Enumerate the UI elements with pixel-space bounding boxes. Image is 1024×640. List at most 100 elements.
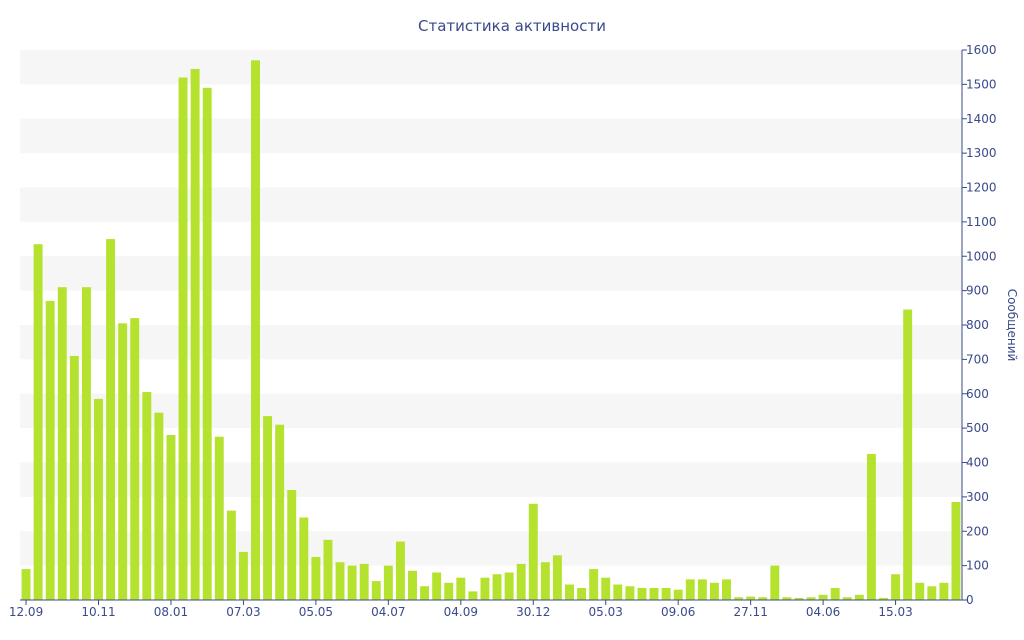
x-tick-label: 07.03 — [226, 605, 260, 619]
bar — [722, 579, 731, 601]
y-tick-label: 1400 — [966, 112, 997, 126]
bar — [806, 597, 816, 600]
bar — [782, 597, 792, 600]
x-axis-ticks: 12.09 10.11 08.01 07.03 05.05 04.07 04.09 30.12… — [9, 600, 913, 619]
bar — [190, 68, 200, 600]
bar — [540, 562, 550, 600]
bar — [565, 584, 574, 600]
y-axis-title: Сообщений — [1005, 289, 1019, 362]
bar — [661, 587, 671, 600]
bar — [118, 323, 128, 600]
y-tick-label: 400 — [966, 456, 989, 470]
y-tick-label: 1600 — [966, 43, 997, 57]
bar — [818, 594, 828, 600]
y-tick-label: 200 — [966, 524, 989, 538]
y-axis-ticks: 0 100 200 300 400 500 600 700 800 900 1000 1100 1200… — [962, 43, 997, 607]
grid-stripe — [20, 50, 962, 85]
grid-stripe — [20, 118, 962, 154]
bar — [106, 239, 116, 600]
bar — [226, 510, 236, 601]
bar — [275, 424, 285, 600]
bar — [770, 565, 780, 601]
x-tick-label: 04.07 — [371, 605, 405, 619]
x-tick-label: 10.11 — [81, 605, 115, 619]
bar — [734, 597, 744, 600]
bar — [154, 412, 164, 600]
y-tick-label: 800 — [966, 318, 989, 332]
bar — [746, 596, 756, 600]
y-tick-label: 900 — [966, 284, 989, 298]
bar — [432, 572, 442, 600]
bar — [371, 581, 381, 600]
bar — [456, 577, 466, 600]
chart-title: Статистика активности — [418, 17, 606, 35]
y-tick-label: 1200 — [966, 181, 997, 195]
bar — [613, 584, 623, 600]
bar — [709, 582, 719, 600]
bar — [552, 555, 562, 600]
bar — [528, 503, 538, 600]
bar — [927, 586, 937, 600]
x-tick-label: 05.03 — [589, 605, 623, 619]
y-tick-label: 1300 — [966, 146, 997, 160]
bar — [601, 577, 611, 600]
bar — [830, 587, 840, 600]
bar — [142, 392, 152, 600]
bar — [673, 589, 683, 600]
bar — [166, 435, 176, 600]
bar — [939, 582, 949, 600]
grid-stripe — [20, 256, 962, 291]
bar — [263, 416, 273, 600]
y-tick-label: 100 — [966, 559, 989, 573]
bar — [311, 557, 321, 600]
bar — [420, 586, 430, 600]
x-tick-label: 08.01 — [154, 605, 188, 619]
grid-stripe — [20, 462, 962, 497]
bar — [383, 565, 393, 601]
bar — [94, 398, 103, 600]
bar — [915, 582, 925, 600]
bar — [758, 597, 768, 600]
x-tick-label: 05.05 — [299, 605, 333, 619]
bar — [468, 591, 478, 600]
bar — [57, 287, 67, 600]
x-tick-label: 09.06 — [661, 605, 695, 619]
bar — [480, 577, 490, 600]
bar — [69, 355, 79, 600]
x-tick-label: 30.12 — [516, 605, 550, 619]
bar — [577, 587, 587, 600]
bar — [891, 574, 901, 600]
bar — [649, 587, 659, 600]
y-tick-label: 1000 — [966, 249, 997, 263]
bar — [21, 569, 31, 600]
bar-series — [21, 60, 961, 601]
bar — [854, 594, 864, 600]
bar — [492, 574, 502, 600]
y-tick-label: 1100 — [966, 215, 997, 229]
bar — [444, 582, 454, 600]
bar — [408, 570, 417, 600]
grid-stripe — [20, 393, 962, 429]
bar — [33, 244, 43, 600]
bar — [903, 309, 913, 600]
bar — [516, 563, 526, 600]
x-tick-label: 12.09 — [9, 605, 43, 619]
y-tick-label: 600 — [966, 387, 989, 401]
x-tick-label: 04.09 — [444, 605, 478, 619]
bar — [697, 579, 707, 601]
grid-stripe — [20, 187, 962, 222]
grid-stripe — [20, 531, 962, 566]
bar — [335, 562, 345, 600]
bar — [130, 318, 140, 601]
bar — [637, 587, 647, 600]
bar — [842, 597, 852, 600]
bar — [395, 541, 405, 600]
bar — [81, 287, 91, 600]
bar — [238, 551, 248, 601]
bar — [625, 586, 635, 600]
bar — [685, 579, 695, 601]
bar — [251, 60, 260, 601]
bar — [879, 597, 888, 600]
x-tick-label: 27.11 — [733, 605, 767, 619]
y-tick-label: 700 — [966, 352, 989, 366]
